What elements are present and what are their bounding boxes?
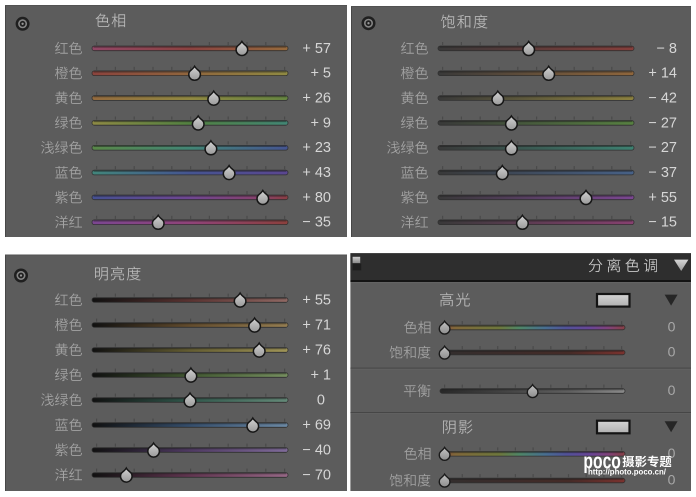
- svg-text:− 27: − 27: [648, 140, 677, 156]
- svg-text:0: 0: [668, 344, 676, 360]
- svg-text:− 70: − 70: [302, 468, 331, 484]
- svg-text:+ 23: + 23: [302, 140, 331, 156]
- svg-text:0: 0: [668, 382, 676, 398]
- svg-text:+ 14: + 14: [648, 66, 677, 82]
- svg-text:0: 0: [668, 472, 676, 488]
- svg-text:− 27: − 27: [648, 115, 677, 131]
- svg-text:0: 0: [668, 319, 676, 335]
- svg-text:− 37: − 37: [648, 165, 677, 181]
- svg-text:+ 71: + 71: [302, 318, 331, 334]
- svg-text:+ 57: + 57: [302, 41, 331, 57]
- svg-text:+ 5: + 5: [310, 66, 331, 82]
- svg-text:0: 0: [668, 445, 676, 461]
- svg-text:http://photo.poco.cn/: http://photo.poco.cn/: [588, 468, 667, 477]
- svg-text:− 40: − 40: [302, 443, 331, 459]
- svg-text:0: 0: [317, 393, 325, 409]
- svg-text:+ 55: + 55: [648, 190, 677, 206]
- svg-text:+ 43: + 43: [302, 165, 331, 181]
- svg-text:+ 1: + 1: [310, 368, 331, 384]
- svg-text:+ 80: + 80: [302, 190, 331, 206]
- svg-text:poco: poco: [583, 449, 621, 474]
- svg-text:+ 9: + 9: [310, 115, 331, 131]
- svg-text:+ 55: + 55: [302, 293, 331, 309]
- svg-text:+ 69: + 69: [302, 418, 331, 434]
- svg-text:+ 76: + 76: [302, 343, 331, 359]
- svg-text:+ 26: + 26: [302, 91, 331, 107]
- svg-text:− 8: − 8: [656, 41, 677, 57]
- svg-text:− 35: − 35: [302, 215, 331, 231]
- svg-text:− 15: − 15: [648, 215, 677, 231]
- svg-text:− 42: − 42: [648, 91, 677, 107]
